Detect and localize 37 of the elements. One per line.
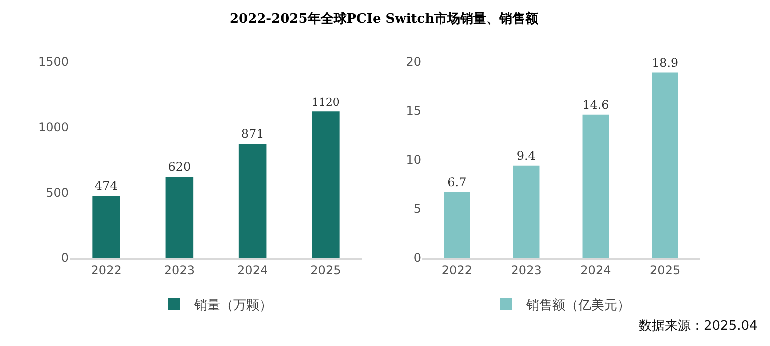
chart-title: 2022-2025年全球PCIe Switch市场销量、销售额 [230,11,540,27]
y-tick-label: 5 [414,202,422,216]
data-label: 9.4 [516,148,536,163]
data-label: 14.6 [582,98,610,112]
y-tick-label: 0 [61,251,69,266]
y-tick-label: 1500 [38,55,69,70]
x-tick-label: 2025 [310,263,342,278]
bar [513,166,540,258]
bar [166,176,194,258]
y-tick-label: 500 [46,186,69,200]
x-tick-label: 2025 [650,263,681,278]
x-tick-label: 2023 [164,263,195,278]
x-tick-label: 2022 [91,263,122,278]
y-tick-label: 10 [406,153,422,168]
legend-label: 销量（万颗） [193,298,272,314]
y-tick-label: 0 [414,251,422,266]
x-tick-label: 2022 [442,263,472,278]
y-tick-label: 1000 [38,120,69,135]
bar [444,192,470,258]
x-tick-label: 2024 [238,263,268,278]
data-label: 474 [94,179,118,194]
x-tick-label: 2024 [580,263,612,278]
bar [238,144,267,258]
bar [582,114,610,258]
data-label: 871 [241,127,264,142]
bar [92,196,120,258]
data-label: 1120 [312,96,340,109]
bar [312,112,340,258]
x-tick-label: 2023 [511,263,542,278]
data-label: 18.9 [652,56,678,70]
bar [652,72,678,258]
data-label: 620 [168,160,192,174]
y-tick-label: 20 [406,55,422,70]
y-tick-label: 15 [406,104,422,118]
legend-label: 销售额（亿美元） [525,297,630,314]
source-note: 数据来源：2025.04 [639,319,758,334]
data-label: 6.7 [448,175,467,190]
